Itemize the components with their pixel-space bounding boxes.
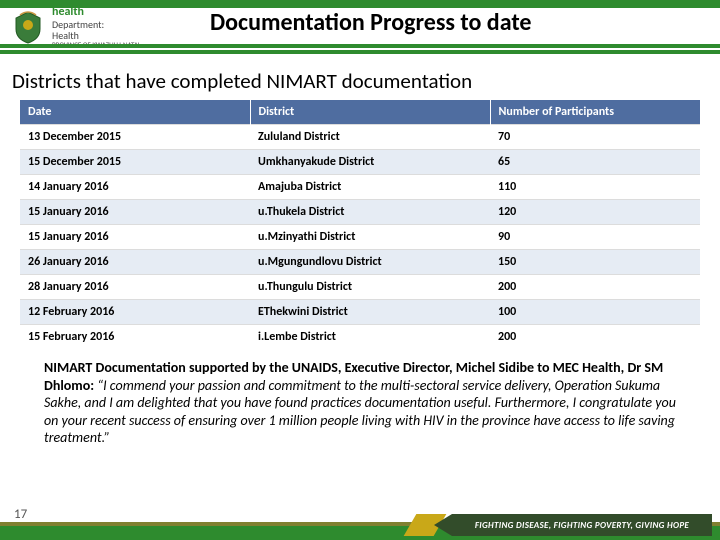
cell-district: u.Thungulu District [250, 275, 490, 300]
table-row: 13 December 2015Zululand District70 [20, 125, 700, 150]
slide: health Department: Health PROVINCE OF KW… [0, 0, 720, 540]
table-row: 26 January 2016u.Mgungundlovu District15… [20, 250, 700, 275]
quote-body: “I commend your passion and commitment t… [44, 377, 676, 447]
cell-count: 100 [490, 300, 700, 325]
footer-badge-triangle [434, 514, 452, 536]
cell-district: u.Mzinyathi District [250, 225, 490, 250]
cell-district: u.Mgungundlovu District [250, 250, 490, 275]
cell-date: 15 February 2016 [20, 325, 250, 350]
cell-date: 26 January 2016 [20, 250, 250, 275]
footer-badge: FIGHTING DISEASE, FIGHTING POVERTY, GIVI… [452, 514, 712, 536]
page-title: Documentation Progress to date [210, 8, 710, 37]
crest-icon [10, 9, 46, 45]
col-date: Date [20, 100, 250, 125]
cell-count: 70 [490, 125, 700, 150]
cell-district: Amajuba District [250, 175, 490, 200]
table-row: 15 December 2015Umkhanyakude District65 [20, 150, 700, 175]
table-row: 14 January 2016Amajuba District110 [20, 175, 700, 200]
table-row: 12 February 2016EThekwini District100 [20, 300, 700, 325]
cell-district: EThekwini District [250, 300, 490, 325]
logo-text: health Department: Health PROVINCE OF KW… [52, 6, 141, 49]
header-bar-2 [0, 50, 720, 54]
quote-block: NIMART Documentation supported by the UN… [44, 359, 676, 447]
page-number: 17 [14, 507, 27, 522]
cell-district: Zululand District [250, 125, 490, 150]
logo-block: health Department: Health PROVINCE OF KW… [10, 6, 180, 48]
table-header-row: Date District Number of Participants [20, 100, 700, 125]
cell-date: 12 February 2016 [20, 300, 250, 325]
cell-count: 200 [490, 275, 700, 300]
header-bar-1 [0, 44, 720, 48]
cell-date: 15 January 2016 [20, 200, 250, 225]
cell-date: 13 December 2015 [20, 125, 250, 150]
cell-district: u.Thukela District [250, 200, 490, 225]
cell-count: 150 [490, 250, 700, 275]
table-row: 15 January 2016u.Mzinyathi District90 [20, 225, 700, 250]
cell-count: 120 [490, 200, 700, 225]
logo-main: health [52, 6, 141, 19]
cell-date: 28 January 2016 [20, 275, 250, 300]
cell-district: Umkhanyakude District [250, 150, 490, 175]
districts-table: Date District Number of Participants 13 … [20, 100, 700, 349]
table-row: 15 January 2016u.Thukela District120 [20, 200, 700, 225]
footer: 17 FIGHTING DISEASE, FIGHTING POVERTY, G… [0, 514, 720, 540]
cell-date: 15 January 2016 [20, 225, 250, 250]
header: health Department: Health PROVINCE OF KW… [0, 0, 720, 60]
col-district: District [250, 100, 490, 125]
cell-count: 110 [490, 175, 700, 200]
col-participants: Number of Participants [490, 100, 700, 125]
cell-date: 14 January 2016 [20, 175, 250, 200]
cell-district: i.Lembe District [250, 325, 490, 350]
table-row: 15 February 2016i.Lembe District200 [20, 325, 700, 350]
cell-date: 15 December 2015 [20, 150, 250, 175]
subtitle: Districts that have completed NIMART doc… [12, 68, 720, 94]
cell-count: 90 [490, 225, 700, 250]
cell-count: 200 [490, 325, 700, 350]
table-row: 28 January 2016u.Thungulu District200 [20, 275, 700, 300]
cell-count: 65 [490, 150, 700, 175]
